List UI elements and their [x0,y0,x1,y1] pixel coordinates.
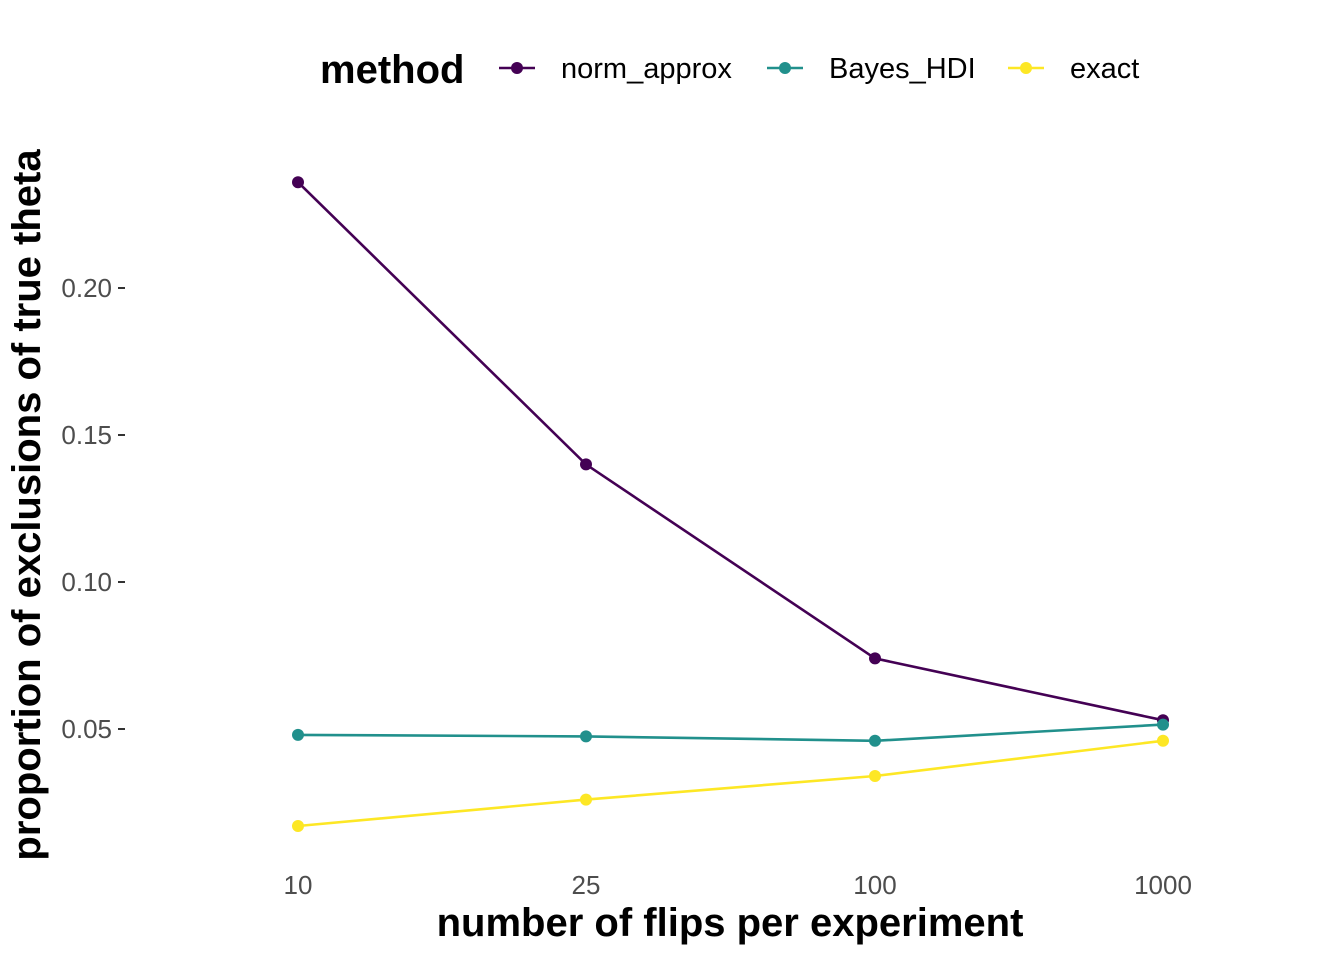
x-axis-title: number of flips per experiment [437,901,1024,945]
y-tick-label: 0.15 [61,420,112,450]
data-point [869,652,881,665]
y-axis-title: proportion of exclusions of true theta [5,149,49,861]
legend-label: norm_approx [561,53,732,85]
legend-label: Bayes_HDI [829,53,976,85]
legend-entry-exact: exact [1008,53,1139,85]
legend-entry-norm_approx: norm_approx [499,53,732,85]
x-tick-label: 25 [572,870,601,900]
data-point [869,770,881,782]
legend-key-point [779,62,791,74]
x-tick-label: 100 [853,870,896,900]
y-tick-label: 0.05 [61,714,112,744]
x-tick-label: 1000 [1134,870,1192,900]
series-norm_approx [292,176,1169,727]
data-point [580,730,592,743]
plot-area [292,176,1169,832]
y-axis: 0.05 0.10 0.15 0.20 [61,273,125,744]
legend: method norm_approx Bayes_HDI exact [320,48,1139,92]
legend-label: exact [1070,53,1139,85]
series-line [297,739,1164,828]
data-point [580,793,592,806]
y-tick-label: 0.10 [61,567,112,597]
data-point [292,820,304,832]
series-line [297,181,1164,722]
y-tick-label: 0.20 [61,273,112,303]
data-point [1157,718,1169,731]
data-point [292,728,304,741]
series-Bayes_HDI [292,718,1169,747]
data-point [1157,734,1169,747]
legend-entry-Bayes_HDI: Bayes_HDI [767,53,976,85]
data-point [580,458,592,471]
series-exact [292,734,1169,832]
legend-key-point [1020,62,1032,74]
legend-key-point [511,62,523,74]
data-point [292,176,304,189]
legend-title: method [320,48,464,92]
x-tick-label: 10 [284,870,313,900]
series-line [297,723,1164,743]
data-point [869,734,881,747]
x-axis: 10 25 100 1000 [284,870,1192,900]
